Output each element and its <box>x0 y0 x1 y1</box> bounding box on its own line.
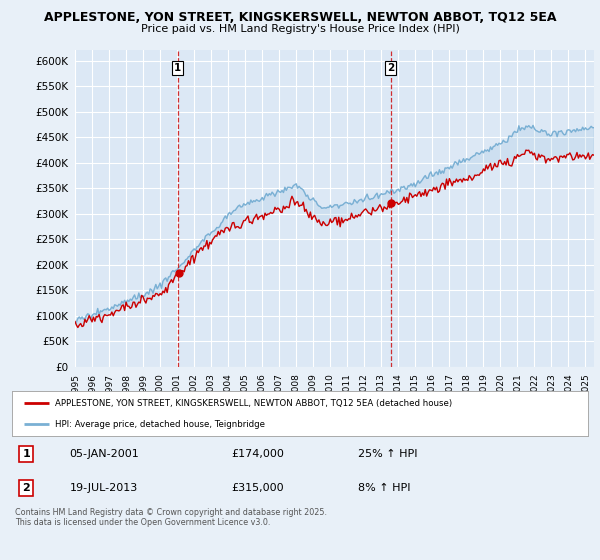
Text: 1: 1 <box>174 63 181 73</box>
Text: 19-JUL-2013: 19-JUL-2013 <box>70 483 138 493</box>
Text: 1: 1 <box>23 449 30 459</box>
Text: 8% ↑ HPI: 8% ↑ HPI <box>358 483 410 493</box>
Text: £174,000: £174,000 <box>231 449 284 459</box>
Text: 05-JAN-2001: 05-JAN-2001 <box>70 449 139 459</box>
Text: APPLESTONE, YON STREET, KINGSKERSWELL, NEWTON ABBOT, TQ12 5EA: APPLESTONE, YON STREET, KINGSKERSWELL, N… <box>44 11 556 24</box>
Text: Contains HM Land Registry data © Crown copyright and database right 2025.
This d: Contains HM Land Registry data © Crown c… <box>15 508 327 528</box>
Text: 2: 2 <box>387 63 394 73</box>
Text: APPLESTONE, YON STREET, KINGSKERSWELL, NEWTON ABBOT, TQ12 5EA (detached house): APPLESTONE, YON STREET, KINGSKERSWELL, N… <box>55 399 452 408</box>
Text: £315,000: £315,000 <box>231 483 284 493</box>
Text: 2: 2 <box>23 483 30 493</box>
Text: Price paid vs. HM Land Registry's House Price Index (HPI): Price paid vs. HM Land Registry's House … <box>140 24 460 34</box>
Text: 25% ↑ HPI: 25% ↑ HPI <box>358 449 417 459</box>
Text: HPI: Average price, detached house, Teignbridge: HPI: Average price, detached house, Teig… <box>55 420 265 429</box>
